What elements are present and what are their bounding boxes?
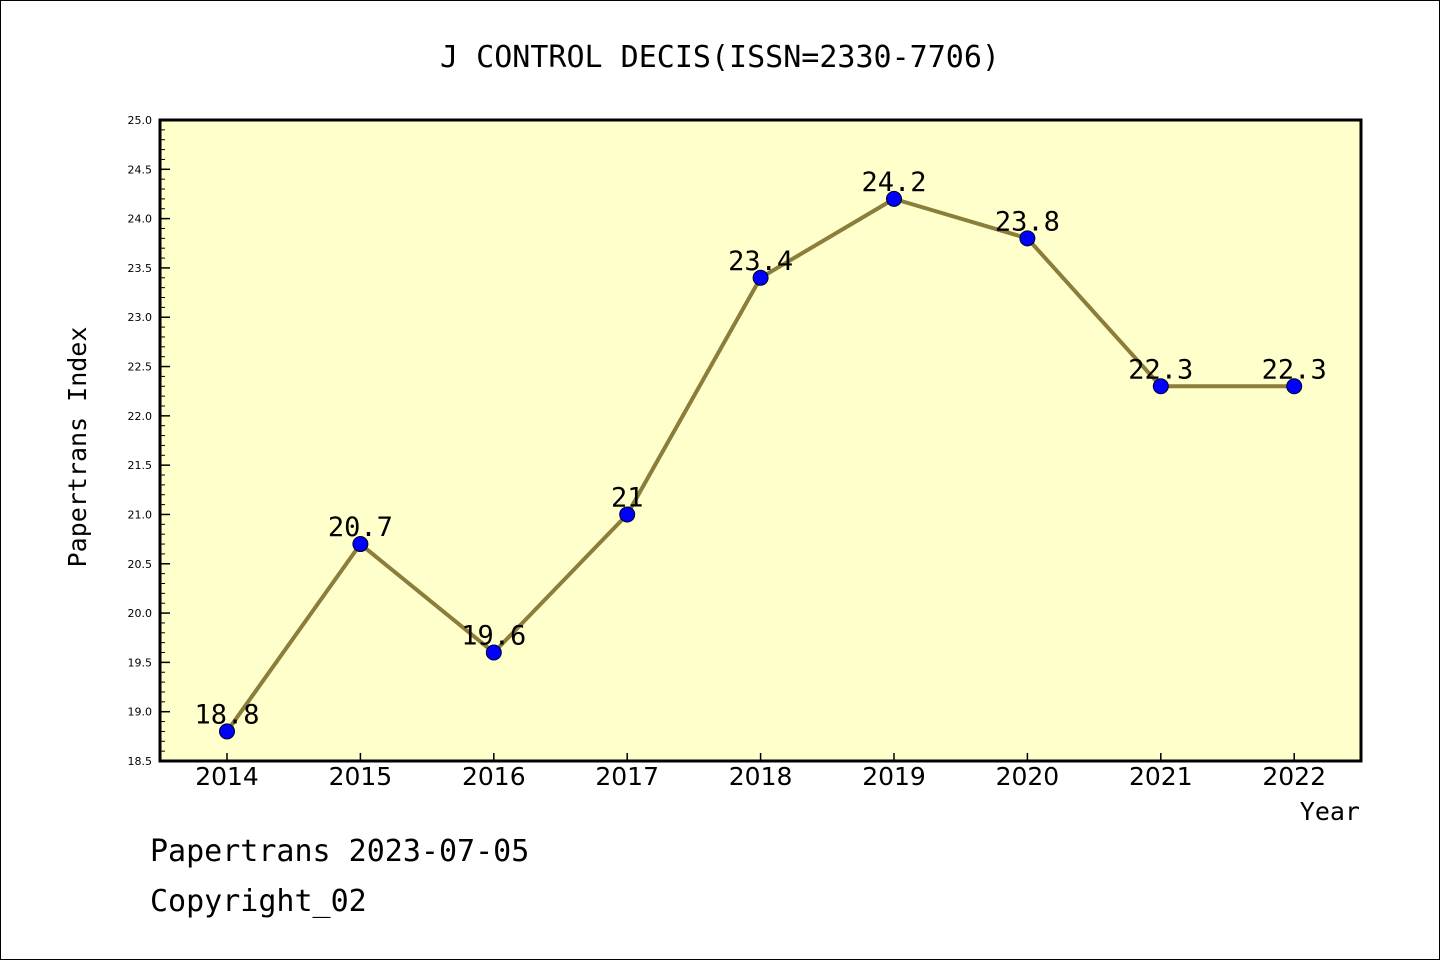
data-point [619, 506, 636, 523]
y-tick-label: 21.5 [128, 459, 153, 472]
x-axis-label: Year [1300, 797, 1360, 826]
data-point [352, 536, 369, 553]
y-tick-label: 18.5 [128, 755, 153, 768]
y-tick-label: 24.5 [128, 163, 153, 176]
y-tick-label: 24.0 [128, 213, 153, 226]
y-axis-label: Papertrans Index [63, 327, 92, 568]
y-tick-label: 22.5 [128, 361, 153, 374]
footer-copyright: Copyright_02 [150, 884, 367, 919]
y-tick-label: 20.5 [128, 558, 153, 571]
x-axis-ticks: 2014 2015 2016 2017 2018 2019 2020 2021 2022 [195, 753, 1326, 791]
y-tick-label: 19.5 [128, 656, 153, 669]
data-point [886, 190, 902, 207]
x-tick-label: 2018 [729, 762, 793, 791]
data-point [1286, 378, 1303, 395]
x-tick-label: 2017 [595, 762, 659, 791]
plot-area [158, 118, 1363, 763]
y-tick-label: 22.0 [128, 410, 153, 423]
y-tick-label: 23.0 [128, 311, 153, 324]
x-tick-label: 2016 [462, 762, 526, 791]
y-tick-label: 23.5 [128, 262, 153, 275]
y-tick-label: 21.0 [128, 508, 153, 521]
x-tick-label: 2022 [1262, 762, 1326, 791]
y-tick-label: 20.0 [128, 607, 153, 620]
y-axis-ticks: 18.5 19.0 19.5 20.0 20.5 21.0 21.5 22.0 22.5 23.0… [128, 114, 170, 768]
chart-title: J CONTROL DECIS(ISSN=2330-7706) [440, 40, 1000, 75]
x-tick-label: 2014 [195, 762, 259, 791]
data-point [752, 269, 769, 286]
footer-date: Papertrans 2023-07-05 [150, 834, 530, 869]
data-point [485, 644, 502, 661]
data-point [219, 723, 235, 740]
x-tick-label: 2015 [329, 762, 393, 791]
x-tick-label: 2019 [862, 762, 926, 791]
x-tick-label: 2021 [1129, 762, 1193, 791]
y-tick-label: 19.0 [128, 706, 153, 719]
y-tick-label: 25.0 [128, 114, 153, 127]
data-point [1019, 230, 1036, 247]
data-point [1152, 378, 1169, 395]
x-tick-label: 2020 [996, 762, 1060, 791]
